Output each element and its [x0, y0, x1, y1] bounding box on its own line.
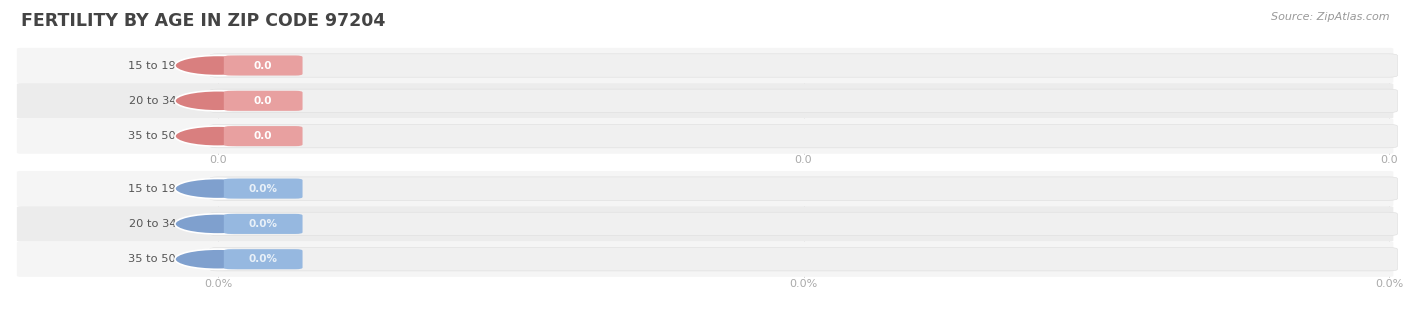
Text: 0.0: 0.0	[254, 96, 273, 106]
FancyBboxPatch shape	[209, 248, 1398, 271]
Circle shape	[174, 91, 262, 111]
Text: 0.0%: 0.0%	[249, 219, 277, 229]
Circle shape	[174, 55, 262, 76]
Text: 35 to 50 years: 35 to 50 years	[128, 131, 211, 141]
Text: Source: ZipAtlas.com: Source: ZipAtlas.com	[1271, 12, 1389, 21]
Text: 0.0%: 0.0%	[249, 183, 277, 194]
Circle shape	[174, 126, 262, 146]
Text: 0.0: 0.0	[254, 131, 273, 141]
FancyBboxPatch shape	[209, 54, 1398, 77]
FancyBboxPatch shape	[224, 179, 302, 199]
Circle shape	[174, 179, 262, 199]
FancyBboxPatch shape	[224, 214, 302, 234]
FancyBboxPatch shape	[17, 48, 1393, 83]
FancyBboxPatch shape	[224, 91, 302, 111]
FancyBboxPatch shape	[209, 89, 1398, 113]
FancyBboxPatch shape	[17, 83, 1393, 118]
Text: 20 to 34 years: 20 to 34 years	[128, 219, 211, 229]
Text: FERTILITY BY AGE IN ZIP CODE 97204: FERTILITY BY AGE IN ZIP CODE 97204	[21, 13, 385, 30]
Text: 20 to 34 years: 20 to 34 years	[128, 96, 211, 106]
FancyBboxPatch shape	[224, 55, 302, 76]
FancyBboxPatch shape	[209, 124, 1398, 148]
Text: 0.0: 0.0	[794, 155, 813, 165]
FancyBboxPatch shape	[17, 242, 1393, 277]
Text: 0.0%: 0.0%	[789, 279, 818, 288]
Circle shape	[174, 249, 262, 269]
FancyBboxPatch shape	[209, 177, 1398, 200]
Text: 0.0%: 0.0%	[1375, 279, 1403, 288]
FancyBboxPatch shape	[17, 171, 1393, 206]
Circle shape	[174, 214, 262, 234]
FancyBboxPatch shape	[224, 126, 302, 146]
FancyBboxPatch shape	[209, 212, 1398, 236]
Text: 0.0: 0.0	[1381, 155, 1398, 165]
Text: 0.0%: 0.0%	[204, 279, 232, 288]
FancyBboxPatch shape	[224, 249, 302, 269]
FancyBboxPatch shape	[17, 206, 1393, 242]
Text: 35 to 50 years: 35 to 50 years	[128, 254, 211, 264]
Text: 15 to 19 years: 15 to 19 years	[128, 60, 211, 71]
Text: 0.0: 0.0	[209, 155, 226, 165]
FancyBboxPatch shape	[17, 118, 1393, 154]
Text: 15 to 19 years: 15 to 19 years	[128, 183, 211, 194]
Text: 0.0: 0.0	[254, 60, 273, 71]
Text: 0.0%: 0.0%	[249, 254, 277, 264]
